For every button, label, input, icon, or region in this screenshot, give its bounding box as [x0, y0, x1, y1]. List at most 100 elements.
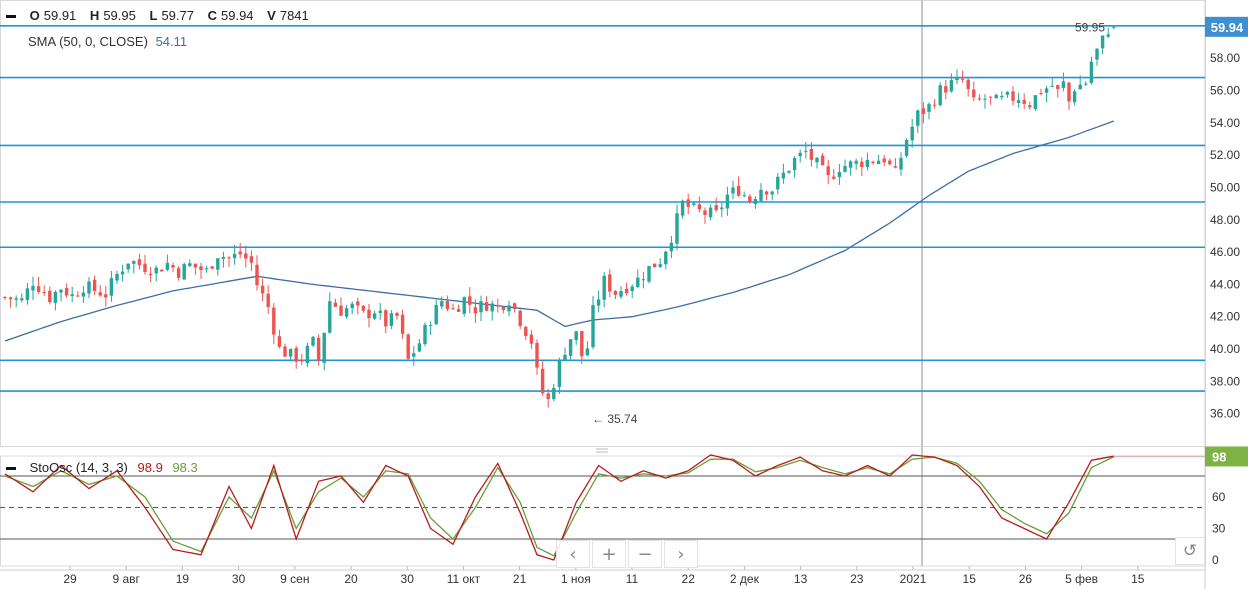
candle-body	[1011, 91, 1015, 101]
candle-body	[1095, 48, 1099, 60]
candle-body	[76, 295, 80, 297]
candle-body	[417, 343, 422, 352]
candle-body	[462, 297, 466, 314]
candle-body	[820, 155, 825, 166]
price-tick-label: 38.00	[1210, 374, 1240, 388]
candle-body	[664, 251, 668, 265]
stoch-tick-label: 0	[1212, 553, 1219, 567]
candle-body	[994, 94, 998, 99]
candle-body	[473, 307, 478, 314]
volume-label: V	[267, 8, 276, 23]
candle-body	[501, 306, 506, 311]
candle-body	[613, 290, 618, 295]
open-label: O	[29, 8, 40, 23]
candles	[3, 26, 1116, 408]
candle-body	[238, 251, 242, 255]
candle-body	[518, 310, 522, 327]
candle-body	[966, 79, 970, 90]
candle-body	[154, 267, 158, 274]
candle-body	[652, 263, 657, 268]
candle-body	[904, 139, 909, 156]
stoch-label: StoOsc (14, 3, 3)	[29, 460, 128, 475]
collapse-icon[interactable]	[6, 467, 16, 471]
zoom-in-button[interactable]: +	[592, 540, 626, 568]
candle-body	[619, 290, 623, 297]
candle-body	[445, 301, 450, 310]
candle-body	[109, 278, 114, 296]
candle-body	[81, 292, 86, 297]
candle-body	[910, 126, 914, 141]
candle-body	[333, 302, 338, 307]
candle-body	[1022, 99, 1026, 104]
stoch-legend[interactable]: StoOsc (14, 3, 3) 98.9 98.3	[6, 460, 198, 475]
candle-body	[983, 98, 987, 100]
candle-body	[848, 161, 853, 168]
candle-body	[568, 339, 573, 356]
price-tick-label: 42.00	[1210, 310, 1240, 324]
candle-body	[675, 213, 679, 244]
candle-body	[927, 104, 931, 112]
candle-body	[339, 305, 343, 316]
time-tick-label: 15	[963, 572, 977, 586]
candle-body	[1033, 95, 1038, 110]
scroll-right-button[interactable]: ›	[664, 540, 698, 568]
price-tick-label: 44.00	[1210, 277, 1240, 291]
candle-body	[636, 277, 640, 288]
sma-legend[interactable]: SMA (50, 0, CLOSE) 54.11	[28, 34, 187, 49]
candle-body	[585, 348, 590, 356]
time-tick-label: 19	[176, 572, 190, 586]
candle-body	[832, 176, 836, 179]
time-tick-label: 26	[1019, 572, 1033, 586]
main-panel-border	[0, 0, 1206, 447]
time-tick-label: 22	[682, 572, 696, 586]
candle-body	[1039, 92, 1043, 94]
time-tick-label: 23	[850, 572, 864, 586]
candle-body	[98, 292, 102, 296]
candle-body	[92, 279, 97, 291]
candle-body	[356, 301, 360, 306]
sma-value: 54.11	[155, 34, 188, 49]
collapse-icon[interactable]	[6, 15, 16, 19]
time-tick-label: 20	[344, 572, 358, 586]
candle-body	[759, 189, 763, 201]
price-tick-label: 40.00	[1210, 342, 1240, 356]
candle-body	[608, 274, 612, 292]
candle-body	[602, 275, 606, 300]
candle-body	[546, 393, 550, 400]
candle-body	[574, 331, 578, 341]
candle-body	[300, 359, 304, 362]
zoom-out-button[interactable]: −	[628, 540, 662, 568]
stoch-tick-label: 30	[1212, 522, 1226, 536]
price-tick-label: 56.00	[1210, 83, 1240, 97]
close-value: 59.94	[221, 8, 254, 23]
time-tick-label: 2021	[900, 572, 927, 586]
reset-chart-button[interactable]: ↺	[1175, 537, 1205, 565]
candle-body	[305, 345, 310, 364]
candle-body	[126, 263, 130, 270]
candle-body	[260, 285, 265, 294]
candle-body	[283, 346, 287, 357]
candle-body	[580, 330, 584, 357]
candle-body	[423, 324, 427, 345]
candle-body	[770, 191, 774, 195]
horizontal-levels[interactable]	[0, 25, 1205, 392]
time-tick-label: 21	[513, 572, 527, 586]
candle-body	[59, 289, 63, 293]
candle-body	[266, 293, 270, 307]
candle-body	[708, 207, 713, 218]
candle-body	[216, 258, 220, 270]
price-tick-label: 54.00	[1210, 116, 1240, 130]
candle-body	[871, 161, 875, 163]
candle-body	[1016, 100, 1021, 104]
candle-body	[854, 160, 858, 164]
candle-body	[31, 285, 35, 291]
candle-body	[535, 342, 539, 368]
candle-body	[736, 186, 741, 196]
scroll-left-button[interactable]: ‹	[556, 540, 590, 568]
candle-body	[395, 312, 399, 316]
volume-value: 7841	[279, 8, 309, 23]
candle-body	[1089, 61, 1094, 83]
candle-body	[8, 297, 13, 300]
price-tick-label: 48.00	[1210, 213, 1240, 227]
